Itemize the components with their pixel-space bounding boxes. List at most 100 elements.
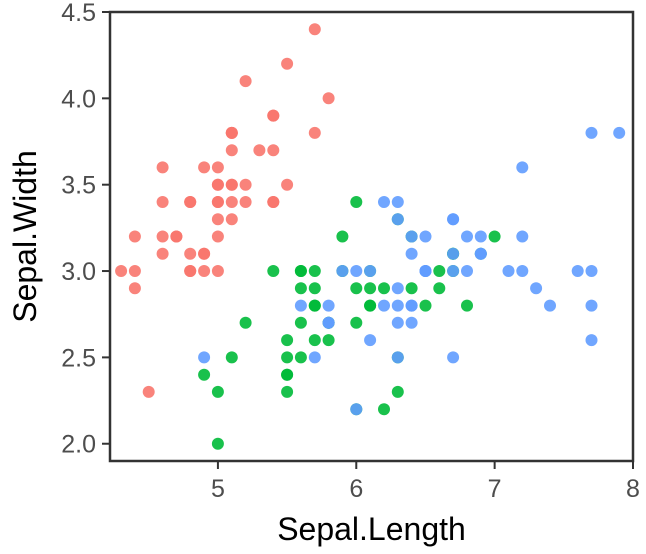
data-point (308, 299, 321, 312)
data-point (308, 334, 321, 347)
data-point (502, 265, 515, 277)
data-point (253, 144, 266, 157)
data-point (378, 299, 390, 312)
y-tick-label: 3.0 (61, 258, 96, 286)
data-point (378, 403, 390, 416)
data-point (281, 178, 294, 191)
data-point (225, 178, 238, 191)
data-point (211, 230, 224, 243)
data-point (364, 334, 377, 347)
data-point (211, 265, 224, 277)
data-point (281, 334, 294, 347)
data-point (447, 265, 460, 277)
data-point (294, 316, 307, 329)
data-point (267, 144, 280, 157)
data-point (488, 230, 501, 243)
points-layer (115, 23, 626, 450)
data-point (364, 282, 377, 295)
data-point (391, 213, 404, 226)
axis-ticks: 5 6 7 8 2.0 2.5 3.0 3.5 4.0 4.5 (61, 0, 640, 503)
data-point (267, 109, 280, 122)
data-point (336, 265, 349, 277)
data-point (308, 282, 321, 295)
data-point (281, 351, 294, 364)
data-point (405, 230, 418, 243)
y-tick-label: 2.5 (61, 344, 96, 372)
data-point (516, 230, 529, 243)
data-point (294, 282, 307, 295)
data-point (156, 230, 169, 243)
y-tick-label: 3.5 (61, 172, 96, 200)
data-point (461, 230, 473, 243)
data-point (211, 213, 224, 226)
y-tick-label: 4.5 (61, 0, 96, 27)
data-point (391, 282, 404, 295)
data-point (405, 299, 418, 312)
data-point (585, 265, 598, 277)
data-point (378, 196, 390, 208)
data-point (294, 351, 307, 364)
plot-panel-border (108, 10, 635, 463)
data-point (433, 282, 446, 295)
data-point (308, 23, 321, 36)
data-point (184, 265, 197, 277)
data-point (447, 247, 460, 260)
data-point (322, 92, 335, 105)
data-point (405, 247, 418, 260)
data-point (350, 282, 363, 295)
data-point (198, 368, 211, 381)
data-point (474, 230, 487, 243)
data-point (267, 265, 280, 277)
data-point (364, 299, 377, 312)
data-point (198, 161, 211, 174)
y-tick-label: 2.0 (61, 431, 96, 459)
data-point (211, 178, 224, 191)
data-point (336, 230, 349, 243)
data-point (419, 265, 432, 277)
data-point (239, 316, 252, 329)
data-point (294, 299, 307, 312)
data-point (516, 265, 529, 277)
data-point (433, 265, 446, 277)
data-point (281, 385, 294, 398)
data-point (184, 196, 197, 208)
data-point (142, 385, 155, 398)
data-point (308, 265, 321, 277)
data-point (128, 230, 141, 243)
data-point (391, 385, 404, 398)
data-point (613, 126, 626, 139)
data-point (585, 299, 598, 312)
data-point (571, 265, 584, 277)
data-point (308, 126, 321, 139)
data-point (461, 299, 473, 312)
data-point (391, 316, 404, 329)
data-point (225, 351, 238, 364)
data-point (211, 161, 224, 174)
data-point (211, 385, 224, 398)
data-point (585, 334, 598, 347)
data-point (322, 316, 335, 329)
data-point (239, 178, 252, 191)
data-point (225, 196, 238, 208)
data-point (391, 351, 404, 364)
data-point (225, 213, 238, 226)
data-point (294, 265, 307, 277)
x-tick-label: 8 (626, 475, 640, 503)
data-point (350, 403, 363, 416)
x-tick-label: 7 (488, 475, 502, 503)
x-axis-title: Sepal.Length (277, 511, 466, 547)
data-point (350, 316, 363, 329)
data-point (419, 230, 432, 243)
data-point (378, 282, 390, 295)
data-point (364, 265, 377, 277)
data-point (198, 351, 211, 364)
data-point (156, 196, 169, 208)
x-tick-label: 6 (349, 475, 363, 503)
data-point (530, 282, 543, 295)
data-point (544, 299, 556, 312)
data-point (405, 316, 418, 329)
data-point (281, 368, 294, 381)
data-point (447, 213, 460, 226)
data-point (211, 437, 224, 450)
